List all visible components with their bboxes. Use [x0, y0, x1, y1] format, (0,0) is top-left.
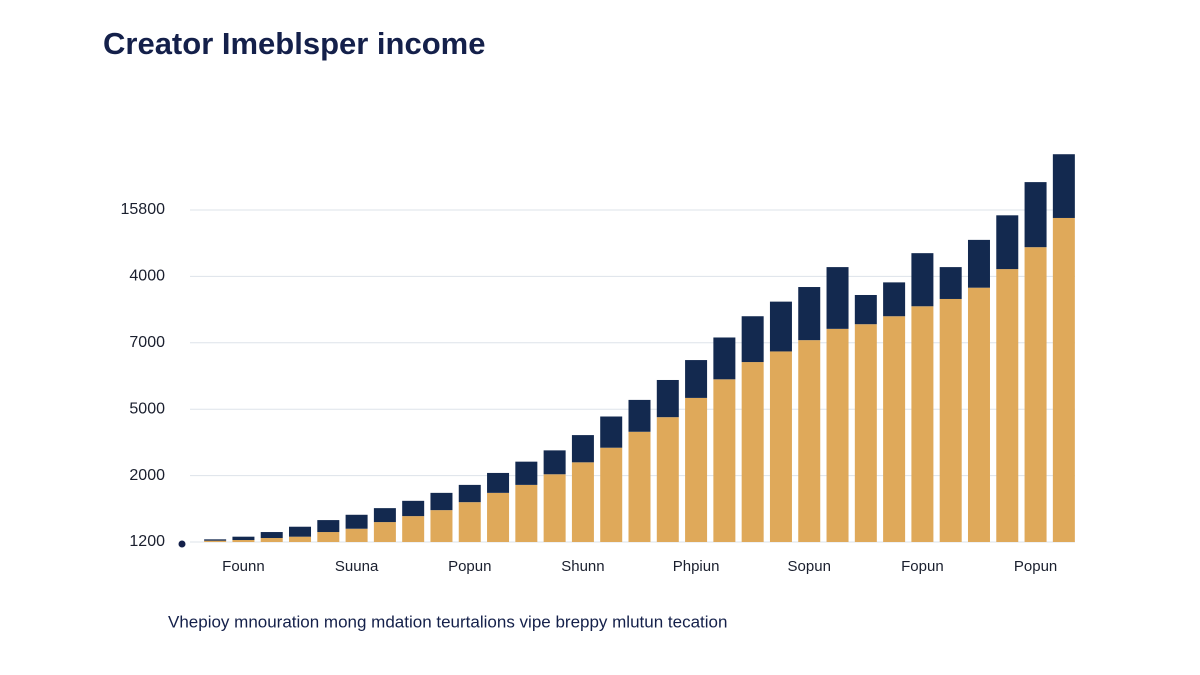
- bar-segment: [769, 301, 792, 352]
- bar-segment: [967, 239, 990, 288]
- y-tick-label: 5000: [129, 400, 165, 417]
- bar-segment: [600, 447, 623, 542]
- bar-segment: [402, 516, 425, 542]
- bar-segment: [260, 538, 283, 542]
- y-tick-label: 15800: [121, 201, 166, 218]
- chart-title: Creator Imeblsper income: [103, 26, 485, 61]
- bar-segment: [826, 328, 849, 542]
- axis-dot: [178, 540, 186, 548]
- bar-segment: [373, 522, 396, 542]
- bar-segment: [1052, 217, 1075, 542]
- bar-segment: [996, 269, 1019, 542]
- bar-segment: [883, 282, 906, 317]
- bar-segment: [854, 294, 877, 325]
- caption: Vhepioy mnouration mong mdation teurtali…: [168, 612, 727, 631]
- bar-segment: [317, 532, 340, 542]
- bar-segment: [402, 500, 425, 517]
- bar-segment: [939, 298, 962, 542]
- bar-segment: [769, 351, 792, 542]
- bar-segment: [458, 502, 481, 542]
- y-tick-label: 4000: [129, 268, 165, 285]
- x-tick-label: Sopun: [788, 558, 831, 575]
- bar-segment: [345, 528, 368, 542]
- x-tick-label: Popun: [1014, 558, 1057, 575]
- x-tick-label: Popun: [448, 558, 491, 575]
- bar-segment: [1024, 182, 1047, 248]
- bar-segment: [345, 514, 368, 529]
- x-tick-label: Suuna: [335, 558, 379, 575]
- bar-segment: [911, 306, 934, 542]
- bar-segment: [515, 461, 538, 485]
- bar-segment: [543, 450, 566, 475]
- bar-segment: [289, 536, 312, 542]
- bar-segment: [204, 539, 227, 541]
- x-tick-label: Fopun: [901, 558, 944, 575]
- bar-segment: [600, 416, 623, 448]
- bar-segment: [1052, 154, 1075, 218]
- bar-segment: [543, 474, 566, 542]
- bar-segment: [685, 360, 708, 398]
- bar-segment: [883, 316, 906, 542]
- bar-segment: [713, 379, 736, 542]
- bar-segment: [854, 324, 877, 542]
- bar-segment: [967, 287, 990, 542]
- bar-segment: [741, 362, 764, 542]
- bar-segment: [628, 431, 651, 542]
- bar-segment: [685, 397, 708, 542]
- bar-segment: [826, 267, 849, 329]
- bar-segment: [373, 508, 396, 523]
- bar-segment: [1024, 247, 1047, 542]
- bar-segment: [656, 417, 679, 542]
- bar-segment: [741, 316, 764, 363]
- bar-segment: [289, 526, 312, 537]
- bar-segment: [939, 267, 962, 299]
- x-tick-label: Phpiun: [673, 558, 720, 575]
- bar-segment: [232, 540, 255, 542]
- bar-segment: [798, 340, 821, 542]
- bar-segment: [798, 287, 821, 341]
- bar-segment: [458, 484, 481, 503]
- bar-segment: [571, 435, 594, 463]
- bar-segment: [656, 379, 679, 418]
- x-tick-label: Founn: [222, 558, 265, 575]
- x-tick-label: Shunn: [561, 558, 604, 575]
- bar-segment: [430, 510, 453, 542]
- bar-segment: [487, 492, 510, 542]
- bar-segment: [996, 215, 1019, 270]
- bar-segment: [911, 253, 934, 307]
- bar-segment: [628, 399, 651, 432]
- y-tick-label: 7000: [129, 334, 165, 351]
- bar-segment: [317, 520, 340, 533]
- bar-segment: [430, 492, 453, 511]
- bar-segment: [713, 337, 736, 380]
- bar-segment: [204, 540, 227, 542]
- bar-segment: [260, 532, 283, 539]
- bar-segment: [232, 536, 255, 541]
- bar-segment: [487, 472, 510, 493]
- y-tick-label: 2000: [129, 467, 165, 484]
- bar-segment: [571, 462, 594, 542]
- y-tick-label: 1200: [129, 533, 165, 550]
- bar-segment: [515, 484, 538, 542]
